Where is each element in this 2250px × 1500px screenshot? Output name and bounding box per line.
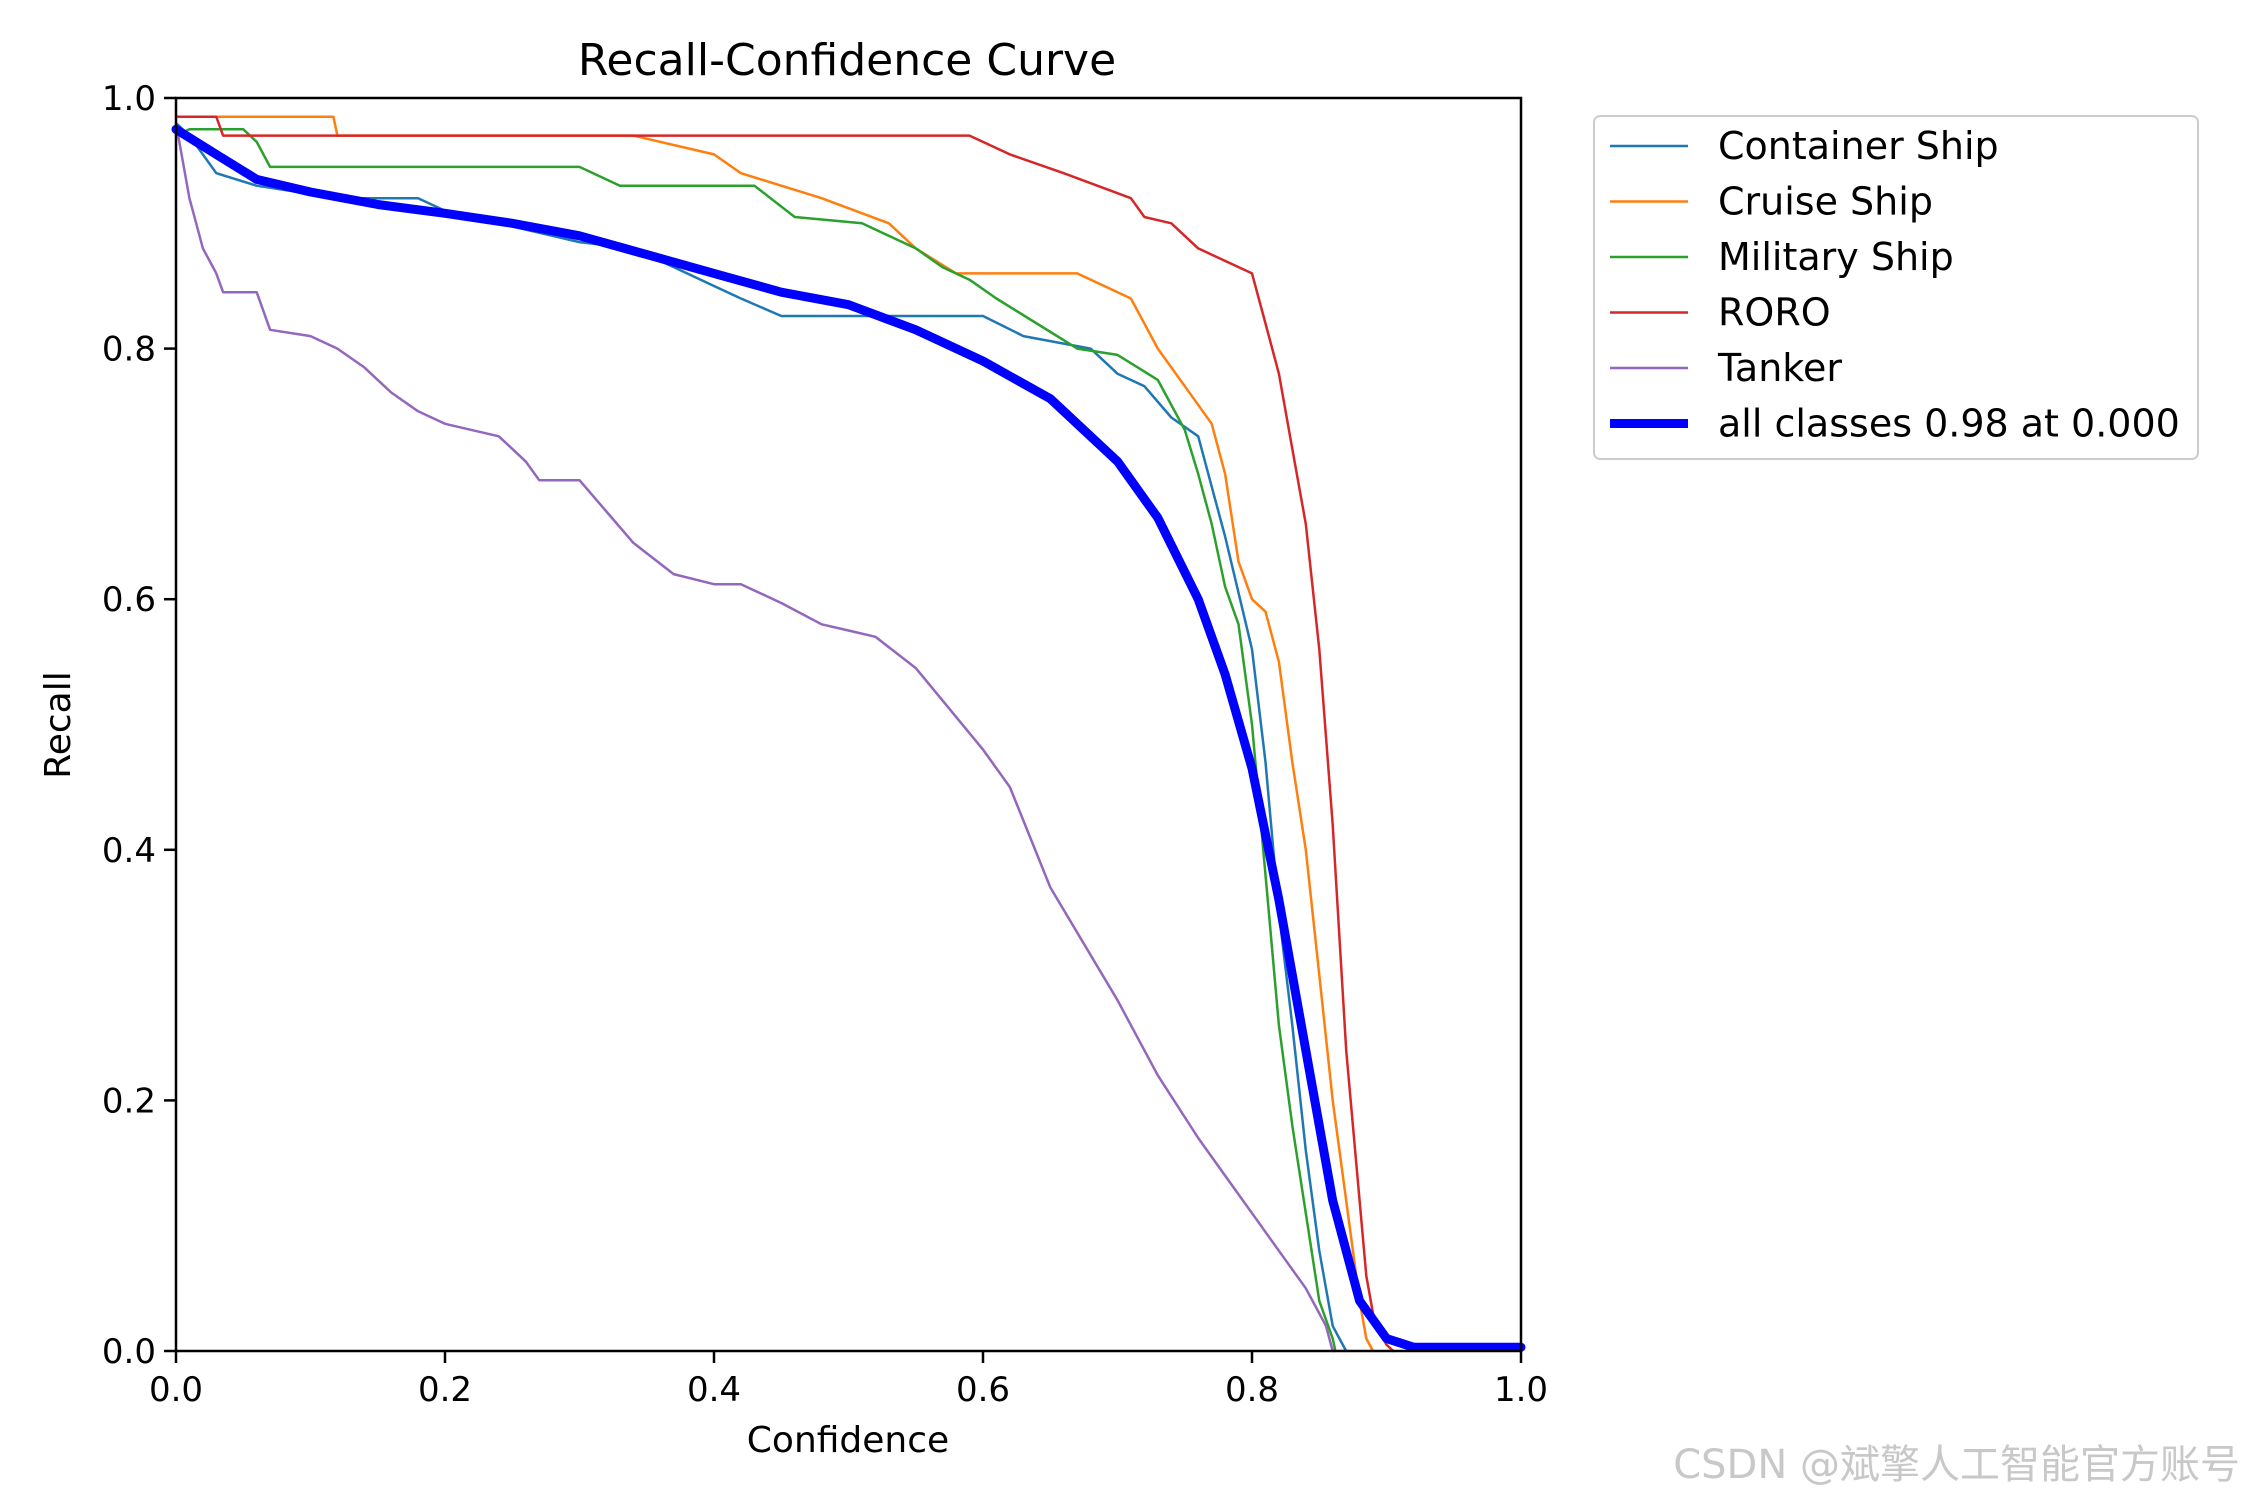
legend-label-cruise-ship: Cruise Ship — [1718, 180, 1933, 224]
legend-items: Container Ship Cruise Ship Military Ship RO… — [1610, 124, 2180, 446]
series-line-cruise-ship — [174, 115, 1375, 1353]
series-line-container-ship — [174, 121, 1348, 1353]
series-line-roro — [174, 115, 1395, 1353]
legend-frame — [1593, 115, 2199, 460]
y-tick-label: 1.0 — [102, 79, 156, 119]
x-tick-label: 0.8 — [1225, 1370, 1279, 1410]
legend-label-roro: RORO — [1718, 291, 1831, 335]
series-line-all-classes-0-98-at-0-000 — [171, 124, 1526, 1352]
x-tick-label: 0.2 — [418, 1370, 472, 1410]
x-axis-label: Confidence — [747, 1420, 949, 1461]
y-tick-label: 0.2 — [102, 1081, 156, 1121]
legend: Container Ship Cruise Ship Military Ship RO… — [1593, 115, 2199, 460]
legend-label-tanker: Tanker — [1717, 346, 1842, 390]
y-axis-label: Recall — [38, 671, 79, 778]
ticks-layer: 0.0 0.2 0.4 0.6 0.8 1.0 0.0 0.2 0.4 0.6 0.8 1.0 — [102, 79, 1548, 1410]
plot-frame — [174, 96, 1523, 1353]
chart-title: Recall-Confidence Curve — [578, 35, 1116, 86]
series-layer — [171, 115, 1526, 1353]
series-line-tanker — [174, 121, 1334, 1353]
legend-label-all-classes-0-98-at-0-000: all classes 0.98 at 0.000 — [1718, 402, 2180, 446]
legend-label-container-ship: Container Ship — [1718, 124, 1999, 168]
series-line-military-ship — [174, 128, 1337, 1353]
y-tick-label: 0.0 — [102, 1332, 156, 1372]
legend-label-military-ship: Military Ship — [1718, 235, 1954, 279]
x-tick-label: 0.4 — [687, 1370, 741, 1410]
x-tick-label: 0.6 — [956, 1370, 1010, 1410]
watermark-text: CSDN @斌擎人工智能官方账号 — [1673, 1442, 2240, 1488]
y-tick-label: 0.8 — [102, 330, 156, 370]
x-tick-label: 0.0 — [149, 1370, 203, 1410]
x-tick-label: 1.0 — [1494, 1370, 1548, 1410]
y-tick-label: 0.6 — [102, 580, 156, 620]
y-tick-label: 0.4 — [102, 831, 156, 871]
